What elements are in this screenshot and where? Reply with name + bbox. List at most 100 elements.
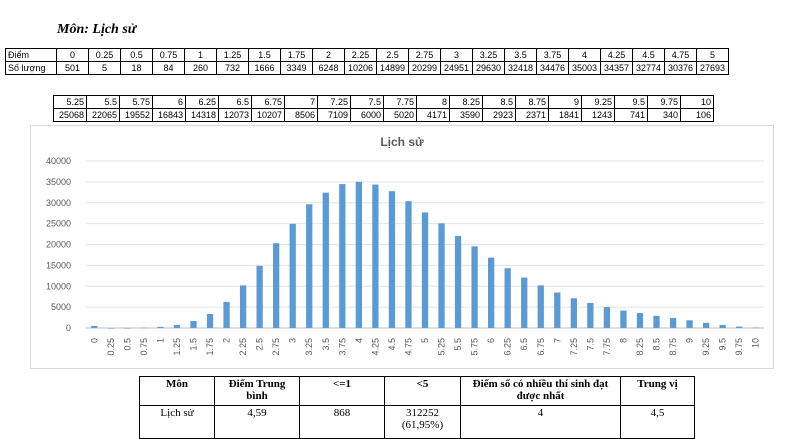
count-cell: 7109 <box>317 108 351 122</box>
score-cell: 9.75 <box>647 95 681 109</box>
x-tick-label: 5.25 <box>437 338 447 356</box>
score-table-1: Điểm 0 0.25 0.5 0.75 1 1.25 1.5 1.75 2 2.25 2.5 2.7… <box>5 48 729 75</box>
score-cell: 4.5 <box>632 48 665 62</box>
bar <box>173 324 181 328</box>
bar <box>702 322 710 328</box>
score-cell: 4.25 <box>600 48 633 62</box>
count-cell: 732 <box>216 61 249 75</box>
count-cell: 34476 <box>536 61 569 75</box>
count-cell: 32418 <box>504 61 537 75</box>
count-cell: 10207 <box>251 108 285 122</box>
chart-container: Lịch sử 0 5000 10000 15000 20000 25000 30000 35… <box>30 125 774 369</box>
count-cell: 32774 <box>632 61 665 75</box>
x-tick-label: 0.5 <box>122 338 132 351</box>
y-tick-label: 10000 <box>46 281 71 291</box>
score-cell: 0.25 <box>88 48 121 62</box>
score-cell: 6 <box>152 95 186 109</box>
bar <box>355 181 362 328</box>
row-label-score: Điểm <box>5 48 57 62</box>
bar <box>339 184 346 328</box>
count-cell: 3349 <box>280 61 313 75</box>
header-le-1: <=1 <box>299 376 385 406</box>
score-cell: 5.75 <box>119 95 153 109</box>
cell-median: 4,5 <box>620 405 695 439</box>
x-tick-label: 8 <box>618 338 628 343</box>
bar <box>537 285 544 328</box>
score-cell: 8 <box>416 95 450 109</box>
bar <box>669 318 677 328</box>
count-cell: 30376 <box>664 61 697 75</box>
bar <box>124 327 131 329</box>
count-cell: 1243 <box>581 108 615 122</box>
score-cell: 5 <box>696 48 729 62</box>
count-cell: 5 <box>88 61 121 75</box>
score-cell: 1.5 <box>248 48 281 62</box>
bar <box>91 325 98 328</box>
score-cell: 7.5 <box>350 95 384 109</box>
x-tick-label: 9.5 <box>718 338 728 351</box>
bar <box>504 268 511 328</box>
bar <box>554 292 561 328</box>
cell-le-1: 868 <box>299 405 385 439</box>
count-cell: 741 <box>614 108 648 122</box>
bar <box>736 326 743 328</box>
count-cell: 14899 <box>376 61 409 75</box>
x-tick-label: 0 <box>89 338 99 343</box>
bar <box>521 277 528 328</box>
count-cell: 34357 <box>600 61 633 75</box>
header-lt-5: <5 <box>384 376 461 406</box>
bar <box>421 212 429 328</box>
bar <box>620 310 627 328</box>
header-mode: Điểm số có nhiều thí sinh đạt được nhất <box>460 376 621 406</box>
score-cell: 2.25 <box>344 48 377 62</box>
count-cell: 2923 <box>482 108 516 122</box>
bar <box>570 298 577 328</box>
x-tick-label: 2.75 <box>271 338 281 356</box>
score-cell: 9 <box>548 95 582 109</box>
score-row: Điểm 0 0.25 0.5 0.75 1 1.25 1.5 1.75 2 2.25 2.5 2.7… <box>5 48 729 62</box>
count-cell: 24951 <box>440 61 473 75</box>
score-cell: 9.25 <box>581 95 615 109</box>
x-tick-label: 9 <box>685 338 695 343</box>
count-cell: 8506 <box>284 108 318 122</box>
x-tick-label: 2.25 <box>238 338 248 356</box>
x-tick-label: 1.25 <box>172 338 182 356</box>
count-cell: 260 <box>184 61 217 75</box>
bar <box>388 191 396 328</box>
x-tick-label: 3.75 <box>337 338 347 356</box>
count-cell: 340 <box>647 108 681 122</box>
y-tick-label: 5000 <box>51 302 71 312</box>
bar <box>471 246 478 328</box>
count-cell: 14318 <box>185 108 219 122</box>
score-cell: 2.75 <box>408 48 441 62</box>
score-cell: 1 <box>184 48 217 62</box>
cell-mode: 4 <box>460 405 621 439</box>
score-cell: 6.5 <box>218 95 252 109</box>
bar <box>273 243 280 328</box>
x-tick-label: 6.25 <box>503 338 513 356</box>
score-cell: 3.5 <box>504 48 537 62</box>
cell-lt-5: 312252 (61,95%) <box>384 405 461 439</box>
count-cell: 6000 <box>350 108 384 122</box>
y-tick-label: 20000 <box>46 240 71 250</box>
cell-average: 4,59 <box>214 405 300 439</box>
score-cell: 4.75 <box>664 48 697 62</box>
score-cell: 8.75 <box>515 95 549 109</box>
count-cell: 20299 <box>408 61 441 75</box>
score-cell: 5.25 <box>53 95 87 109</box>
x-tick-label: 7.5 <box>585 338 595 351</box>
bar <box>454 235 462 328</box>
y-tick-label: 0 <box>66 323 71 333</box>
x-tick-label: 4.5 <box>387 338 397 351</box>
x-tick-label: 1.5 <box>188 338 198 351</box>
count-cell: 4171 <box>416 108 450 122</box>
count-cell: 29630 <box>472 61 505 75</box>
x-tick-label: 4 <box>354 338 364 343</box>
bar <box>488 257 495 328</box>
x-tick-label: 3 <box>288 338 298 343</box>
bar <box>239 285 247 328</box>
count-cell: 84 <box>152 61 185 75</box>
score-cell: 9.5 <box>614 95 648 109</box>
y-tick-label: 40000 <box>46 156 71 166</box>
bar <box>719 324 726 328</box>
